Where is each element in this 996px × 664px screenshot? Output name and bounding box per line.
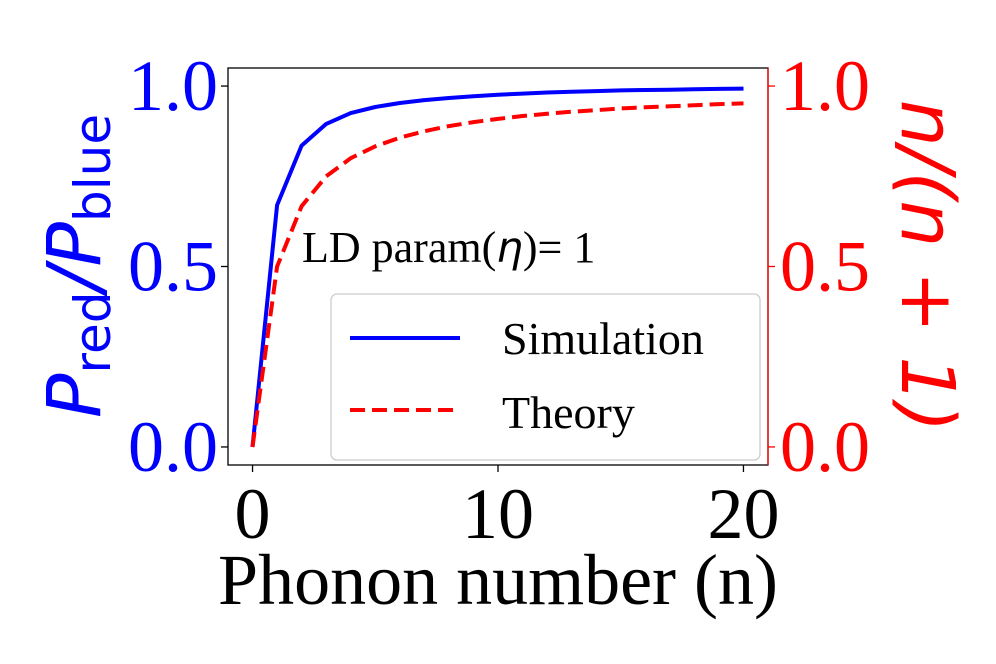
- right-tick-label: 1.0: [780, 46, 870, 126]
- left-label-sub-blue: blue: [64, 114, 122, 222]
- annotation-prefix: LD param(: [302, 223, 496, 272]
- legend-theory-label: Theory: [502, 387, 635, 438]
- x-tick-label: 0: [235, 474, 271, 554]
- legend-box: [330, 293, 761, 461]
- right-axis-label: n/(n + 1): [884, 100, 970, 433]
- right-axis-ticks: 0.0 0.5 1.0: [767, 46, 870, 487]
- legend-simulation-label: Simulation: [502, 313, 704, 364]
- x-tick-label: 10: [462, 474, 534, 554]
- left-label-sub-red: red: [64, 292, 122, 374]
- series-line-theory: [250, 101, 744, 448]
- annotation-suffix: )= 1: [523, 223, 595, 272]
- right-tick-label: 0.5: [780, 227, 870, 307]
- left-label-p1: P: [32, 373, 118, 418]
- left-axis-label: Pred/Pblue: [32, 114, 122, 418]
- x-axis-ticks: 0 10 20: [235, 465, 779, 554]
- left-tick-label: 1.0: [128, 46, 218, 126]
- left-label-p2: P: [32, 222, 118, 267]
- series-line-simulation: [250, 86, 744, 448]
- left-tick-label: 0.0: [128, 407, 218, 487]
- right-tick-label: 0.0: [780, 407, 870, 487]
- legend: Simulation Theory: [330, 293, 761, 461]
- left-axis-ticks: 0.0 0.5 1.0: [128, 46, 228, 487]
- x-tick-label: 20: [707, 474, 779, 554]
- x-axis-label: Phonon number (n): [218, 540, 778, 620]
- left-tick-label: 0.5: [128, 227, 218, 307]
- series-layer: [250, 86, 744, 448]
- annotation-eta-symbol: η: [496, 223, 523, 272]
- ld-param-annotation: LD param(η)= 1: [302, 223, 595, 272]
